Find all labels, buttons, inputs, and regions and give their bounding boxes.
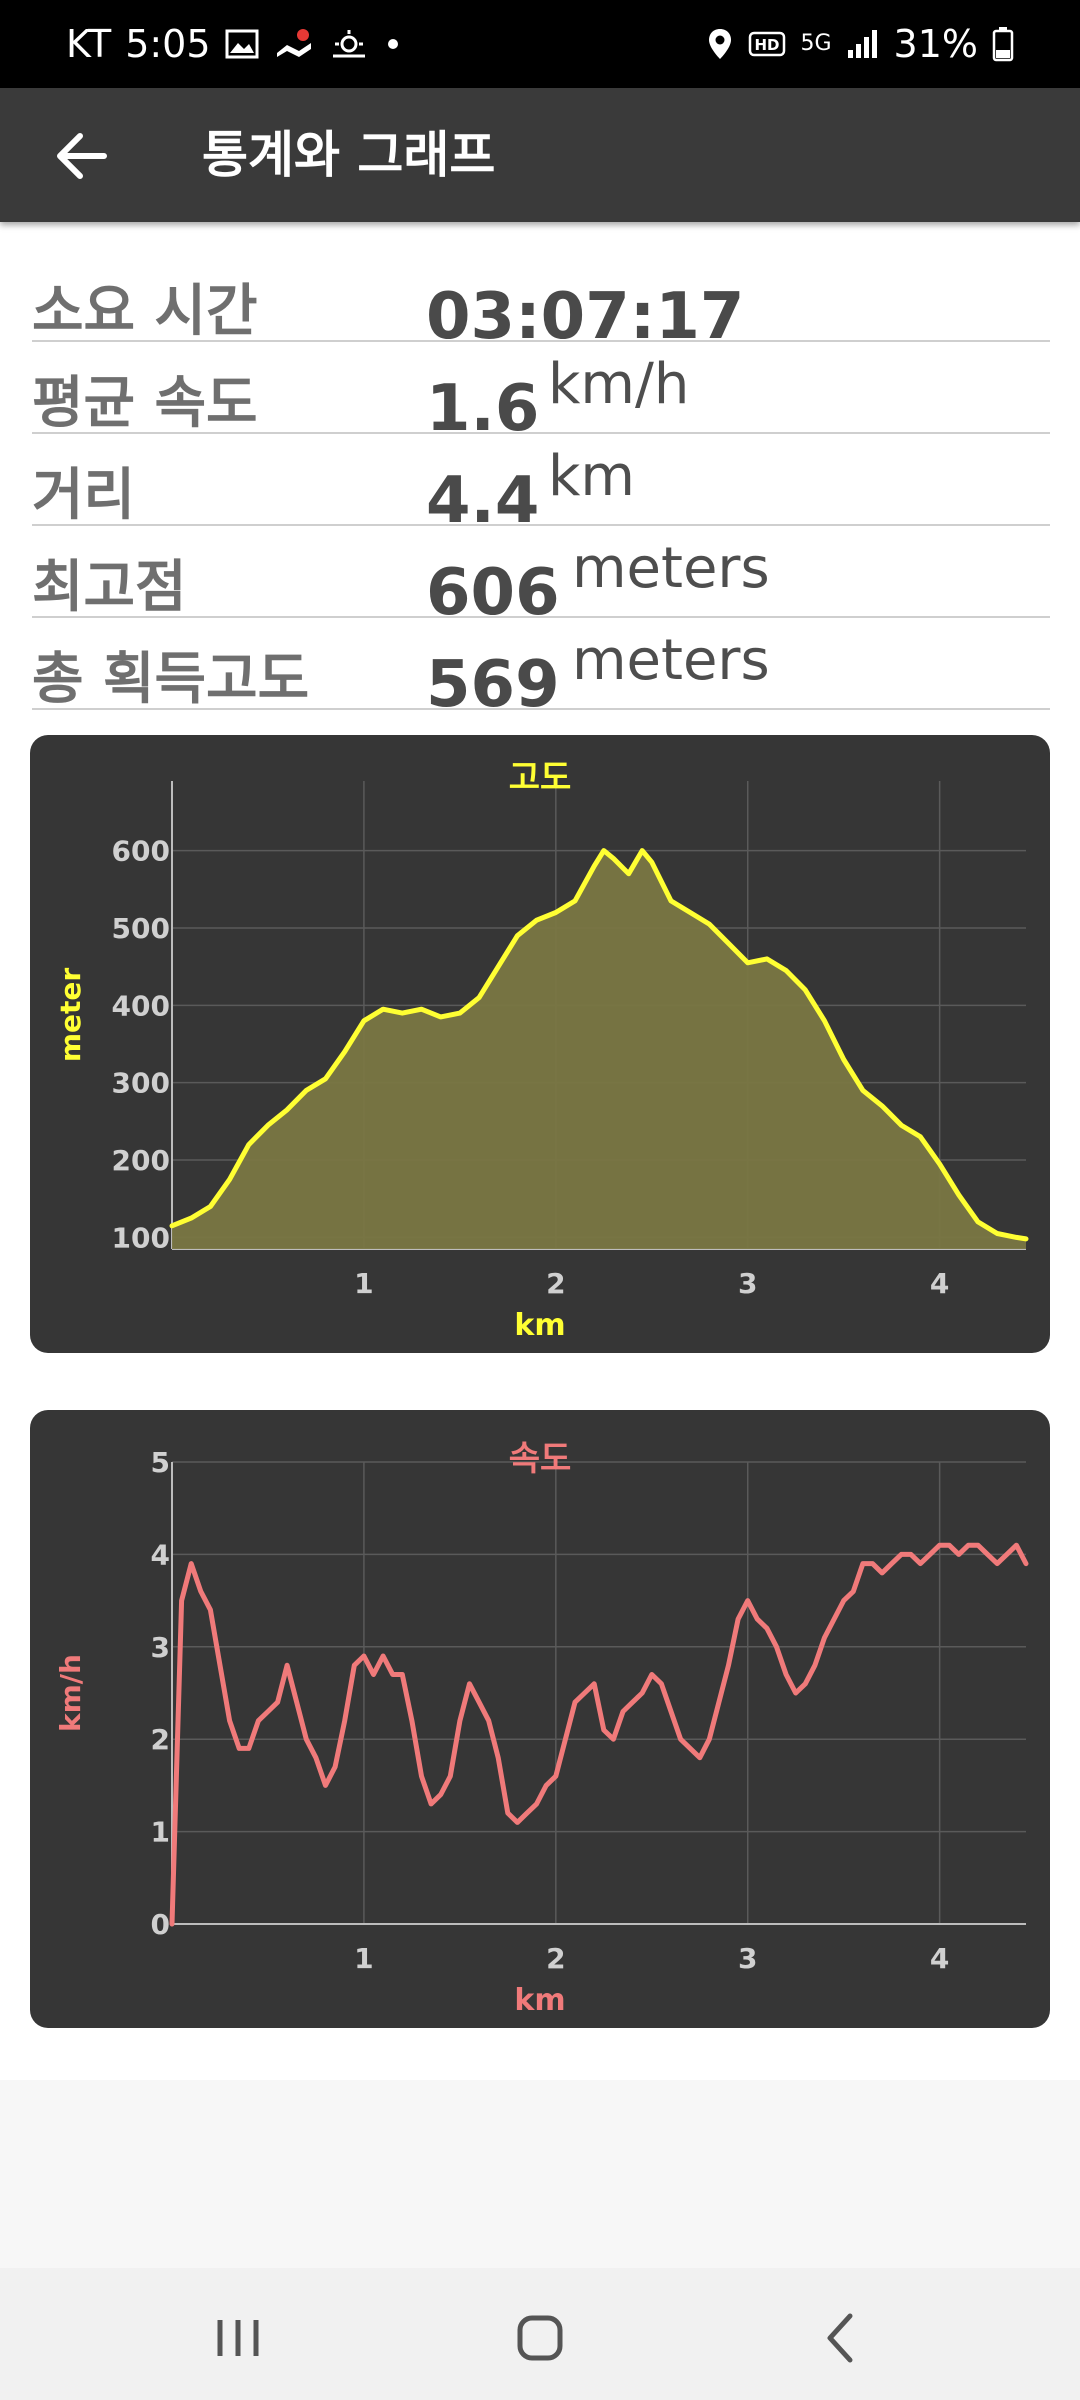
y-tick-label: 3 — [151, 1631, 170, 1664]
y-tick-label: 300 — [112, 1067, 170, 1100]
bottom-spacer — [0, 2080, 1080, 2268]
dot-icon — [387, 39, 398, 49]
carrier-label: KT — [66, 22, 112, 66]
x-tick-label: 1 — [354, 1267, 373, 1300]
y-tick-label: 2 — [151, 1723, 170, 1756]
x-tick-label: 3 — [738, 1942, 757, 1975]
x-tick-label: 2 — [546, 1942, 565, 1975]
status-left: KT 5:05 — [66, 22, 403, 66]
stat-value: 606 — [426, 556, 560, 618]
series-line — [169, 848, 1029, 1242]
battery-percent: 31% — [893, 22, 978, 66]
stat-value: 569 — [426, 648, 560, 710]
stat-unit: km — [548, 444, 635, 509]
stat-row-elevation-gain: 총 획득고도 569 meters — [32, 618, 1050, 710]
svg-text:HD: HD — [755, 36, 780, 54]
hd-icon: HD — [749, 31, 786, 57]
recent-apps-icon[interactable] — [198, 2298, 278, 2378]
map-notification-icon — [276, 29, 311, 57]
speed-chart-card: 1 2 3 4 0 1 2 3 4 5 속도 km km/h — [30, 1410, 1050, 2028]
stat-label: 최고점 — [32, 555, 187, 618]
page-title: 통계와 그래프 — [202, 126, 496, 184]
series-line — [169, 1542, 1029, 1927]
x-axis-label: km — [514, 1983, 565, 2018]
status-bar: KT 5:05 HD 5G — [0, 0, 1080, 88]
stat-value: 4.4 — [426, 464, 540, 526]
system-back-icon[interactable] — [802, 2298, 882, 2378]
chart-title: 속도 — [509, 1439, 572, 1479]
battery-icon — [992, 27, 1014, 62]
signal-icon — [847, 30, 877, 58]
arrow-left-icon[interactable] — [44, 118, 120, 194]
stat-unit: km/h — [548, 352, 690, 417]
x-tick-label: 4 — [930, 1267, 949, 1300]
chart-title: 고도 — [509, 758, 572, 798]
y-tick-label: 5 — [151, 1446, 170, 1479]
y-tick-label: 200 — [112, 1144, 170, 1177]
navigation-bar — [0, 2268, 1080, 2400]
weather-icon — [332, 30, 365, 58]
stat-value: 1.6 — [426, 372, 540, 434]
x-tick-label: 1 — [354, 1942, 373, 1975]
y-tick-label: 1 — [151, 1816, 170, 1849]
stat-row-avg-speed: 평균 속도 1.6 km/h — [32, 342, 1050, 434]
stat-label: 소요 시간 — [32, 279, 258, 342]
speed-chart: 1 2 3 4 0 1 2 3 4 5 속도 km km/h — [54, 1439, 1029, 2018]
elevation-chart-card: 1 2 3 4 100 200 300 400 500 600 고도 km meter — [30, 735, 1050, 1353]
stat-row-distance: 거리 4.4 km — [32, 434, 1050, 526]
clock: 5:05 — [125, 22, 211, 66]
y-axis-label: meter — [54, 968, 87, 1063]
status-right: HD 5G 31% — [706, 22, 1014, 66]
x-tick-label: 4 — [930, 1942, 949, 1975]
stat-label: 총 획득고도 — [32, 647, 310, 710]
x-axis-label: km — [514, 1308, 565, 1343]
y-tick-label: 500 — [112, 912, 170, 945]
y-tick-label: 100 — [112, 1221, 170, 1254]
network-type: 5G — [800, 31, 832, 56]
stat-value: 03:07:17 — [426, 280, 745, 342]
y-axis-label: km/h — [54, 1654, 87, 1732]
y-tick-label: 600 — [112, 835, 170, 868]
location-icon — [709, 29, 732, 59]
stat-unit: meters — [572, 628, 770, 693]
y-tick-label: 400 — [112, 989, 170, 1022]
home-icon[interactable] — [500, 2298, 580, 2378]
y-tick-label: 4 — [151, 1538, 170, 1571]
stat-row-duration: 소요 시간 03:07:17 — [32, 250, 1050, 342]
stat-label: 평균 속도 — [32, 371, 258, 434]
x-tick-label: 2 — [546, 1267, 565, 1300]
area-fill — [172, 850, 1026, 1249]
y-tick-label: 0 — [151, 1908, 170, 1941]
stat-row-max-elevation: 최고점 606 meters — [32, 526, 1050, 618]
gallery-icon — [225, 29, 259, 59]
elevation-chart: 1 2 3 4 100 200 300 400 500 600 고도 km meter — [54, 758, 1029, 1343]
stat-label: 거리 — [32, 463, 136, 526]
x-tick-label: 3 — [738, 1267, 757, 1300]
stats-list: 소요 시간 03:07:17 평균 속도 1.6 km/h 거리 4.4 km … — [32, 250, 1050, 710]
app-bar: 통계와 그래프 — [0, 88, 1080, 222]
stat-unit: meters — [572, 536, 770, 601]
